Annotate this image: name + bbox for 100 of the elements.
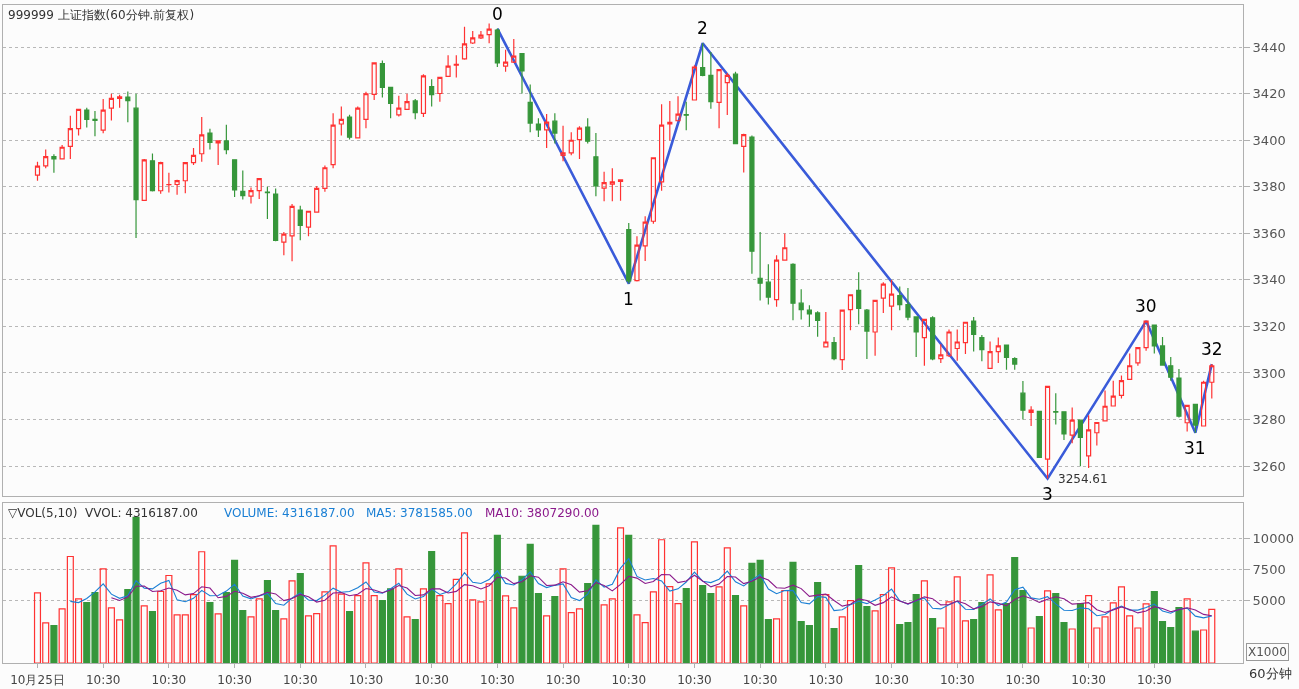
candlestick	[1200, 380, 1207, 427]
candlestick	[125, 90, 131, 123]
bar	[345, 611, 354, 663]
annotation: 32	[1201, 339, 1223, 359]
bar	[206, 601, 214, 663]
candlestick	[995, 336, 1001, 364]
candlestick	[971, 316, 977, 353]
line-series	[69, 557, 1213, 619]
y-tick-label: 3440	[1252, 39, 1286, 55]
bar	[214, 613, 222, 663]
candlestick	[708, 51, 714, 110]
annotation: 2	[697, 18, 708, 38]
annotation: 30	[1135, 296, 1157, 316]
chart-title: ▽VOL(5,10) VVOL: 4316187.00	[8, 506, 198, 520]
candlestick	[880, 281, 886, 314]
candlestick	[207, 128, 213, 151]
bar	[690, 541, 698, 663]
candlestick	[601, 171, 607, 202]
x-tick-label: 10:30	[677, 673, 712, 688]
candlestick	[856, 271, 862, 325]
candlestick	[576, 125, 583, 160]
candlestick	[831, 336, 837, 361]
candlestick	[92, 110, 98, 137]
candlestick	[100, 98, 106, 134]
candlestick	[749, 135, 755, 275]
candlestick	[305, 210, 312, 237]
candlestick	[667, 100, 673, 142]
candlestick	[59, 144, 65, 160]
candlestick	[1061, 411, 1067, 441]
candlestick	[560, 125, 566, 162]
candlestick	[1036, 410, 1042, 459]
candlestick	[979, 334, 985, 362]
candlestick	[511, 38, 517, 64]
candlestick	[1012, 356, 1018, 371]
candlestick	[1151, 324, 1157, 355]
candlestick	[51, 153, 57, 174]
candlestick	[1168, 356, 1174, 382]
candlestick	[470, 30, 476, 45]
y-tick-label: 3300	[1252, 365, 1286, 381]
bar	[731, 594, 740, 663]
candlestick	[84, 107, 90, 129]
bar	[1183, 598, 1191, 663]
candlestick	[174, 179, 180, 196]
y-tick-label: 3380	[1252, 179, 1286, 195]
candlestick	[626, 222, 632, 285]
candlestick	[1020, 380, 1026, 421]
y-tick-label: 3260	[1252, 458, 1286, 474]
candlestick	[1135, 346, 1141, 367]
candlestick	[355, 105, 361, 139]
candlestick	[798, 288, 804, 321]
y-tick-label: 5000	[1252, 593, 1286, 609]
bar	[551, 595, 559, 663]
x-tick-label: 10:30	[282, 673, 318, 688]
candlestick	[815, 310, 821, 338]
candlestick	[158, 161, 164, 195]
candlestick	[913, 315, 919, 358]
candlestick	[790, 262, 796, 321]
candlestick	[535, 117, 542, 138]
bar	[822, 594, 830, 663]
candlestick	[1102, 389, 1108, 422]
candlestick	[75, 108, 82, 137]
candlestick	[1209, 363, 1215, 400]
candlestick	[888, 279, 895, 331]
candlestick	[782, 232, 788, 261]
candlestick	[322, 164, 328, 193]
candlestick	[289, 203, 295, 262]
candlestick	[593, 132, 599, 197]
candlestick	[108, 93, 115, 122]
candlestick	[864, 308, 870, 360]
y-tick-label: 3340	[1252, 272, 1286, 288]
candlestick	[1053, 392, 1059, 425]
text: MA10: 3807290.00	[485, 506, 600, 520]
candlestick	[67, 115, 73, 160]
candlestick	[1192, 403, 1198, 434]
candlestick	[716, 68, 722, 129]
bar	[411, 618, 419, 663]
bar	[1076, 602, 1084, 663]
candlestick	[231, 159, 238, 198]
bar	[493, 534, 501, 663]
candlestick	[527, 83, 533, 133]
bar	[419, 588, 428, 663]
candlestick	[273, 187, 279, 242]
bar	[296, 572, 304, 663]
x-tick-label: 10:30	[1005, 673, 1041, 688]
candlestick	[429, 78, 435, 108]
candlestick	[461, 26, 468, 61]
candlestick	[1118, 374, 1125, 400]
candlestick	[182, 161, 188, 194]
candlestick	[264, 186, 271, 220]
bar	[920, 580, 928, 663]
x-tick-label: 10:30	[348, 673, 384, 688]
text: MA5: 3781585.00	[366, 506, 473, 520]
candlestick	[773, 254, 780, 308]
bar	[1027, 627, 1035, 663]
candlestick	[387, 86, 394, 119]
bar	[625, 534, 633, 663]
candlestick	[642, 215, 648, 262]
candlestick	[552, 112, 558, 145]
candlestick	[363, 91, 369, 129]
x-tick-label: 10:30	[217, 673, 252, 688]
